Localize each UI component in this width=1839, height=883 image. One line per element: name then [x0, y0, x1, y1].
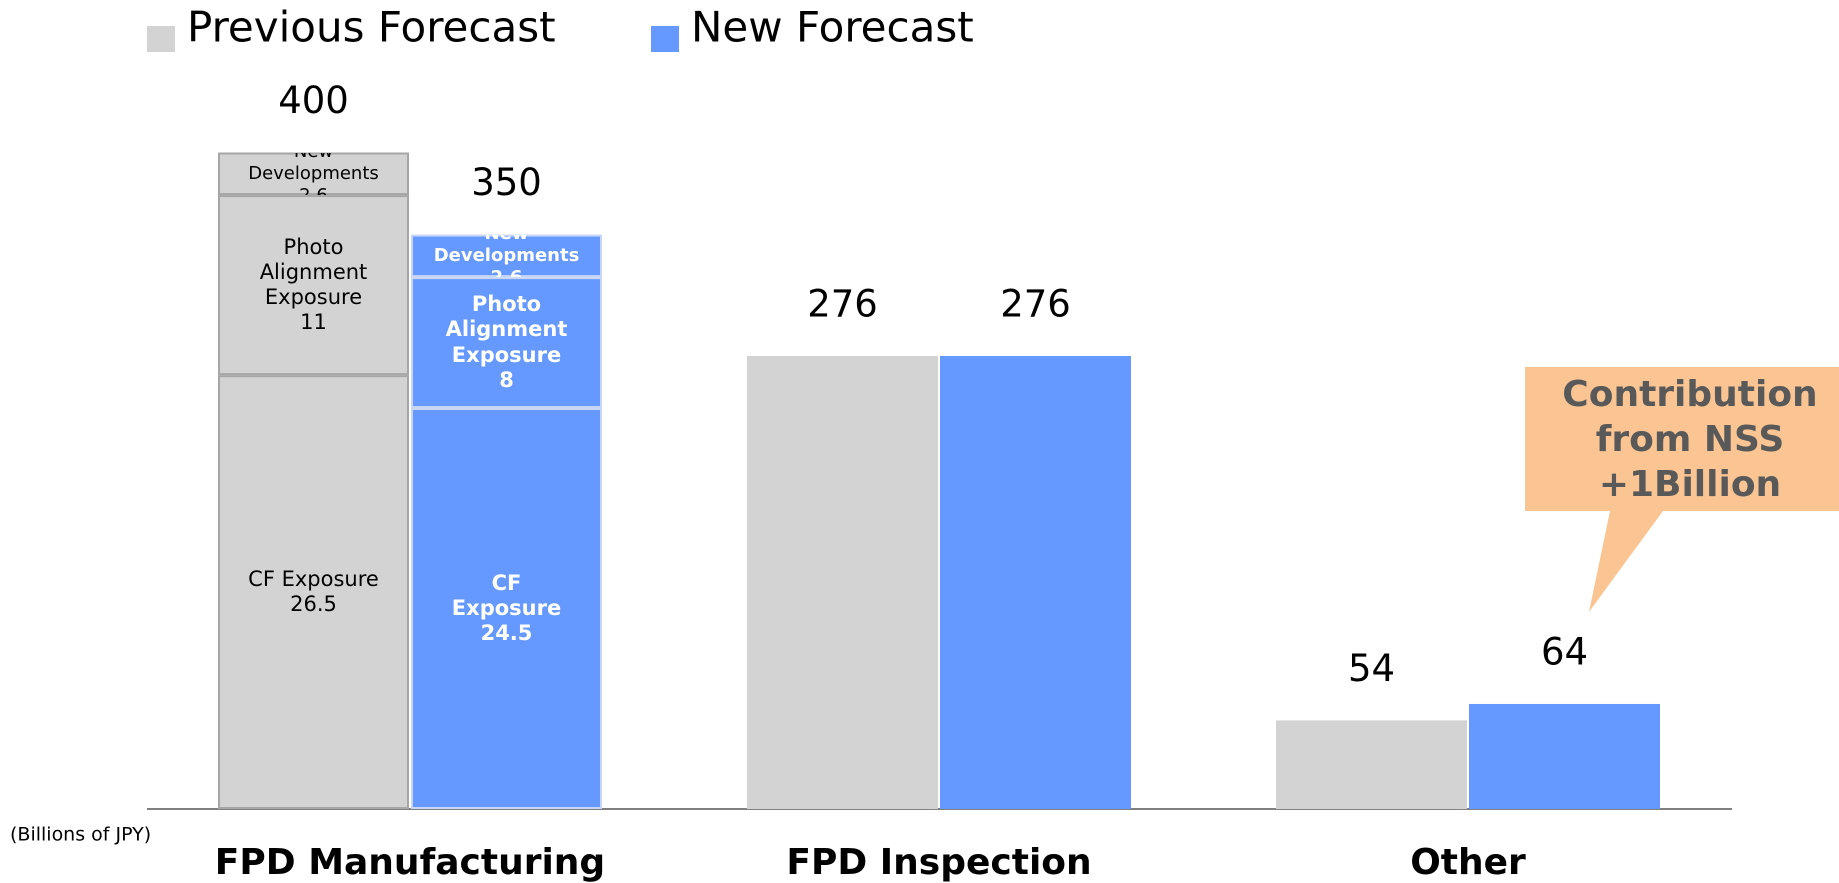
segment-name: New Developments — [433, 235, 580, 267]
segment-value: 24.5 — [480, 621, 533, 646]
segment-value: 11 — [300, 310, 327, 335]
segment-label: New Developments2.6 — [218, 153, 409, 196]
segment-text: New Developments2.6 — [218, 153, 409, 196]
segment-text: Photo Alignment Exposure 8 — [411, 277, 602, 408]
segment-text: CF Exposure 26.5 — [218, 375, 409, 809]
bar-segment — [411, 277, 602, 409]
bar-segment — [411, 234, 602, 278]
legend-swatch — [147, 26, 175, 52]
legend-label: New Forecast — [691, 3, 974, 52]
segment-name: CF Exposure — [451, 570, 562, 620]
value-label: 350 — [471, 161, 542, 204]
value-label: 54 — [1348, 647, 1395, 690]
callout-box — [1525, 367, 1839, 612]
value-label: 400 — [278, 79, 349, 122]
segment-value: 8 — [499, 367, 514, 392]
segment-value: 26.5 — [290, 592, 337, 617]
unit-label: (Billions of JPY) — [10, 824, 151, 846]
legend-label: Previous Forecast — [187, 3, 556, 52]
segment-name: Photo Alignment Exposure — [445, 292, 568, 367]
bar — [747, 356, 938, 809]
legend-swatch — [651, 26, 679, 52]
segment-value: 2.6 — [299, 185, 328, 195]
segment-text: Photo Alignment Exposure 11 — [218, 195, 409, 375]
segment-name: New Developments — [248, 153, 379, 184]
bar-segment — [218, 195, 409, 376]
segment-text: New Developments2.6 — [411, 235, 602, 278]
bar — [1469, 703, 1660, 809]
bar — [940, 356, 1131, 809]
x-tick-label: FPD Inspection — [786, 842, 1091, 883]
segment-name: Photo Alignment Exposure — [259, 234, 368, 310]
callout: Contribution from NSS +1Billion — [1562, 373, 1818, 505]
segment-name: CF Exposure — [248, 566, 379, 591]
segment-text: CF Exposure 24.5 — [411, 408, 602, 809]
value-label: 64 — [1541, 630, 1588, 673]
bar-segment — [218, 152, 409, 196]
bar-segment — [411, 408, 602, 809]
x-tick-label: Other — [1410, 842, 1526, 883]
bar-segment — [218, 375, 409, 809]
value-label: 276 — [807, 283, 878, 326]
value-label: 276 — [1000, 283, 1071, 326]
bar — [1276, 720, 1467, 809]
x-tick-label: FPD Manufacturing — [215, 842, 605, 883]
segment-value: 2.6 — [491, 267, 523, 277]
annotation: Contribution from NSS +1Billion — [1562, 373, 1818, 505]
segment-label: New Developments2.6 — [411, 235, 602, 278]
